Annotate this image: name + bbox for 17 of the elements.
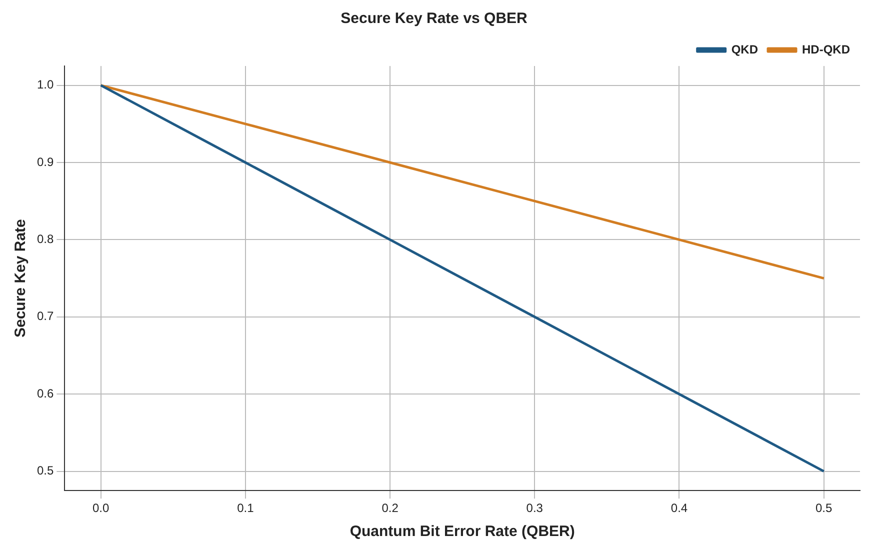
legend-label: HD-QKD bbox=[802, 42, 850, 56]
x-tick-label: 0.2 bbox=[382, 501, 399, 516]
x-tick-label: 0.1 bbox=[237, 501, 254, 516]
y-tick-label: 0.7 bbox=[36, 309, 54, 324]
y-tick-label: 1.0 bbox=[36, 78, 54, 92]
y-tick-label: 0.5 bbox=[36, 464, 54, 478]
y-tick-label: 0.8 bbox=[36, 232, 54, 246]
x-tick-label: 0.3 bbox=[526, 501, 544, 516]
x-tick-label: 0.0 bbox=[92, 501, 110, 516]
chart-title: Secure Key Rate vs QBER bbox=[340, 10, 528, 28]
y-axis-title: Secure Key Rate bbox=[12, 219, 30, 338]
x-tick-label: 0.4 bbox=[670, 501, 688, 516]
x-tick-label: 0.5 bbox=[816, 501, 833, 516]
y-tick-label: 0.9 bbox=[36, 154, 54, 169]
y-tick-label: 0.6 bbox=[36, 386, 54, 400]
x-axis-title: Quantum Bit Error Rate (QBER) bbox=[350, 523, 575, 540]
legend-label: QKD bbox=[731, 42, 758, 56]
